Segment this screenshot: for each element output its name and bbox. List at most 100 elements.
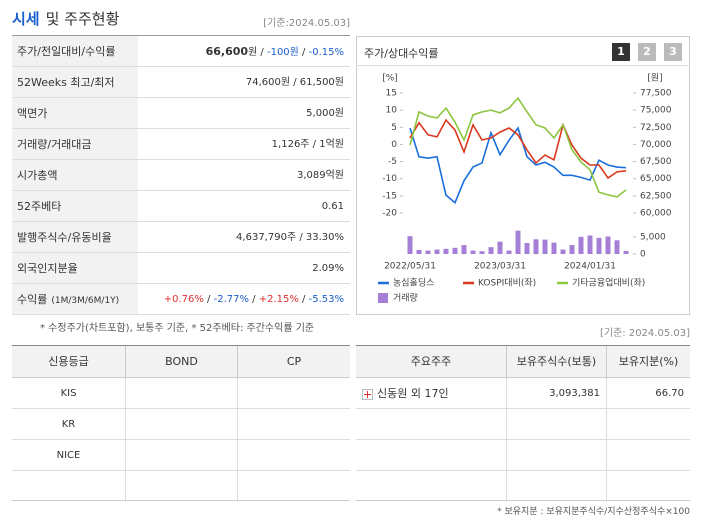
summary-value: 3,089억원 <box>138 160 350 191</box>
summary-value: 1,126주 / 1억원 <box>138 129 350 160</box>
summary-label: 액면가 <box>12 98 138 129</box>
table-cell <box>606 409 690 440</box>
y-tick-label: -10 <box>382 174 397 184</box>
series-line <box>409 118 627 180</box>
legend-label: 기타금융업대비(좌) <box>572 278 645 289</box>
table-header: 보유주식수(보통) <box>506 346 606 378</box>
y-tick-label: -5 <box>388 157 397 167</box>
summary-label: 52Weeks 최고/최저 <box>12 67 138 98</box>
volume-bar <box>587 235 593 254</box>
x-tick-label: 2024/01/31 <box>564 262 616 272</box>
y2-tick-label: 72,500 <box>640 123 672 133</box>
summary-value: 4,637,790주 / 33.30% <box>138 222 350 253</box>
value-part: -100원 <box>266 47 299 58</box>
value-part: 66,600 <box>205 45 249 58</box>
expand-icon[interactable] <box>362 388 373 400</box>
volume-bar <box>542 239 548 254</box>
table-header: 신용등급 <box>12 346 125 378</box>
summary-label: 52주베타 <box>12 191 138 222</box>
table-cell <box>506 440 606 471</box>
table-cell <box>12 471 125 502</box>
value-part: 3,089억원 <box>296 170 344 181</box>
legend-label: 거래량 <box>393 292 418 304</box>
summary-label: 거래량/거래대금 <box>12 129 138 160</box>
title-main: 시세 <box>12 10 40 28</box>
series-line <box>409 126 627 205</box>
y-tick-label: 15 <box>386 89 397 99</box>
table-cell <box>125 440 237 471</box>
holders-note: * 보유지분 : 보유지분주식수/지수산정주식수×100 <box>497 507 690 517</box>
value-part: 5,000원 <box>306 108 344 119</box>
value-part: 0.61 <box>321 201 344 212</box>
table-cell: 66.70 <box>606 378 690 409</box>
volume-bar <box>461 245 467 254</box>
summary-label: 수익률 (1M/3M/6M/1Y) <box>12 284 138 315</box>
label-text: 발행주식수/유동비율 <box>17 231 112 244</box>
holder-name: 신동원 외 17인 <box>377 387 449 400</box>
table-cell <box>506 471 606 502</box>
y-tick-label: 5 <box>391 123 397 133</box>
summary-note: * 수정주가(차트포함), 보통주 기준, * 52주베타: 주간수익률 기준 <box>40 323 315 334</box>
volume-tick-label: 0 <box>640 250 646 260</box>
y-tick-label: -20 <box>382 209 397 219</box>
value-part: +0.76% <box>163 294 204 305</box>
y2-tick-label: 62,500 <box>640 191 672 201</box>
label-text: 시가총액 <box>17 169 58 182</box>
summary-value: 66,600원 / -100원 / -0.15% <box>138 36 350 67</box>
y2-unit: [원] <box>647 73 662 84</box>
chart-tab[interactable]: 1 <box>612 43 630 61</box>
holders-table <box>356 345 690 501</box>
summary-label: 외국인지분율 <box>12 253 138 284</box>
table-cell: 3,093,381 <box>506 378 606 409</box>
table-header: 보유지분(%) <box>606 346 690 378</box>
volume-bar <box>506 250 512 254</box>
table-cell: NICE <box>12 440 125 471</box>
volume-bar <box>443 248 449 254</box>
table-cell <box>237 471 350 502</box>
volume-bar <box>434 249 440 254</box>
y-tick-label: 10 <box>386 106 398 116</box>
x-tick-label: 2023/03/31 <box>474 262 526 272</box>
value-part: -2.77% <box>213 294 249 305</box>
y2-tick-label: 75,000 <box>640 106 672 116</box>
label-text: 52Weeks 최고/최저 <box>17 76 115 89</box>
y2-tick-label: 77,500 <box>640 89 672 99</box>
holders-date: [기준: 2024.05.03] <box>599 328 690 339</box>
volume-bar <box>623 250 629 254</box>
legend-swatch <box>378 293 388 303</box>
value-part: -0.15% <box>308 47 344 58</box>
y-tick-label: 0 <box>391 140 397 150</box>
label-text: 52주베타 <box>17 200 62 213</box>
summary-label: 주가/전일대비/수익률 <box>12 36 138 67</box>
volume-bar <box>560 249 566 254</box>
summary-value: 74,600원 / 61,500원 <box>138 67 350 98</box>
label-text: 액면가 <box>17 107 48 120</box>
value-part: 1,126주 / 1억원 <box>271 139 344 150</box>
chart-panel <box>356 36 690 315</box>
volume-bar <box>614 240 620 254</box>
table-cell <box>125 409 237 440</box>
label-note: (1M/3M/6M/1Y) <box>51 296 120 306</box>
volume-bar <box>479 251 485 254</box>
value-part: -5.53% <box>308 294 344 305</box>
summary-label: 시가총액 <box>12 160 138 191</box>
value-part: / <box>298 47 309 58</box>
chart-tab[interactable]: 2 <box>638 43 656 61</box>
volume-bar <box>605 236 611 254</box>
label-text: 주가/전일대비/수익률 <box>17 45 116 58</box>
table-cell <box>125 378 237 409</box>
table-cell <box>606 471 690 502</box>
y-unit: [%] <box>382 74 398 84</box>
table-cell: KR <box>12 409 125 440</box>
y2-tick-label: 70,000 <box>640 140 672 150</box>
series-line <box>409 96 627 198</box>
volume-bar <box>488 247 494 254</box>
volume-bar <box>596 237 602 254</box>
chart-tab[interactable]: 3 <box>664 43 682 61</box>
value-part: 원 / <box>248 47 267 58</box>
table-cell <box>237 409 350 440</box>
table-cell <box>125 471 237 502</box>
table-header: 주요주주 <box>356 346 506 378</box>
